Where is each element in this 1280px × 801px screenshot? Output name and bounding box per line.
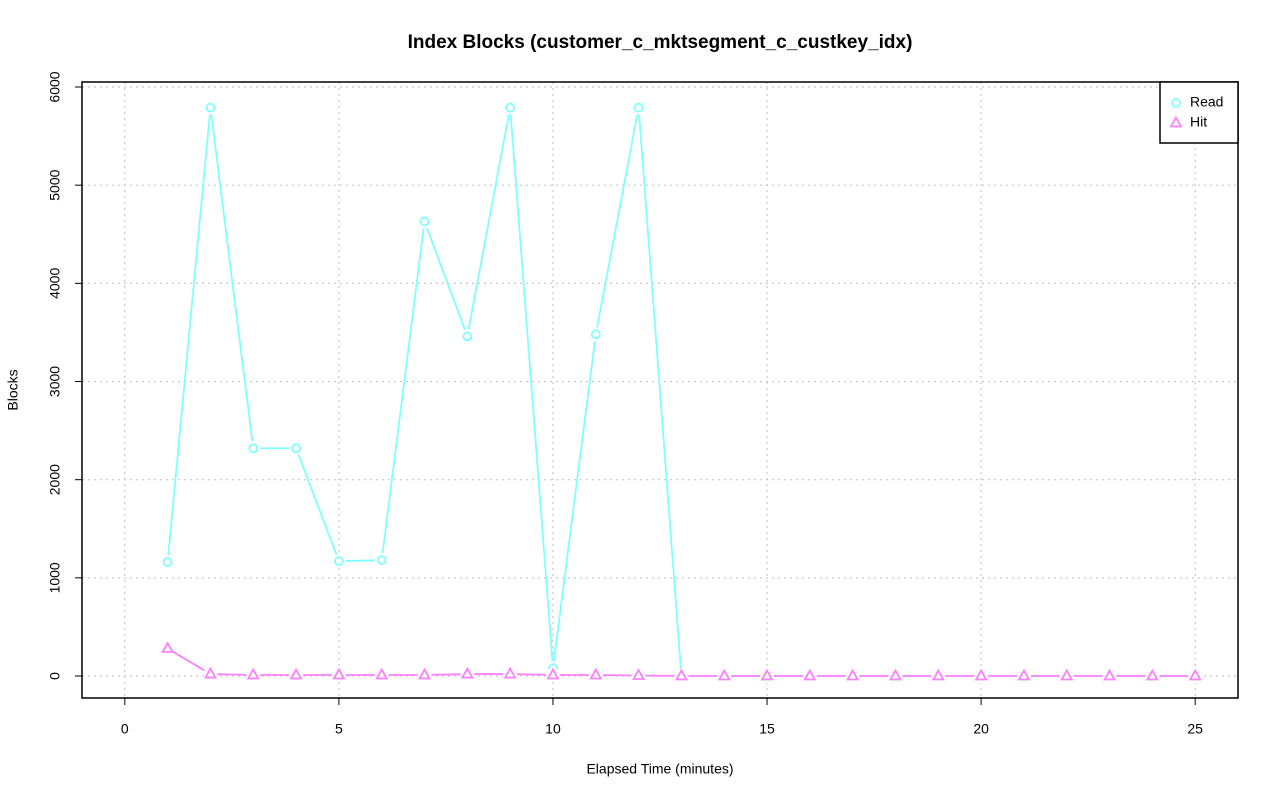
data-point bbox=[161, 641, 175, 653]
data-point bbox=[1103, 668, 1117, 681]
data-point bbox=[289, 667, 303, 680]
series-line bbox=[166, 107, 1196, 677]
data-point bbox=[717, 668, 731, 681]
marker-gap bbox=[503, 100, 518, 115]
marker-gap bbox=[203, 100, 218, 115]
y-axis-label: Blocks bbox=[5, 369, 21, 410]
data-point bbox=[162, 557, 173, 568]
y-tick-label: 3000 bbox=[47, 366, 63, 397]
x-tick-label: 10 bbox=[545, 721, 561, 737]
marker-gap bbox=[631, 100, 646, 115]
x-tick-label: 25 bbox=[1187, 721, 1203, 737]
data-point bbox=[205, 102, 216, 113]
marker-gap bbox=[331, 554, 346, 569]
x-tick-label: 0 bbox=[121, 721, 129, 737]
x-tick-label: 20 bbox=[973, 721, 989, 737]
data-point bbox=[333, 556, 344, 567]
data-point bbox=[546, 667, 560, 680]
data-point bbox=[674, 668, 688, 681]
y-tick-label: 4000 bbox=[47, 268, 63, 299]
data-point bbox=[1060, 668, 1074, 681]
y-tick-label: 6000 bbox=[47, 71, 63, 102]
data-point bbox=[760, 668, 774, 681]
y-tick-label: 5000 bbox=[47, 169, 63, 200]
legend-marker bbox=[1171, 98, 1181, 108]
marker-gap bbox=[417, 214, 432, 229]
data-point bbox=[974, 668, 988, 681]
data-point bbox=[1188, 668, 1202, 681]
marker-gap bbox=[160, 555, 175, 570]
data-point bbox=[419, 216, 430, 227]
data-point bbox=[246, 667, 260, 680]
data-point bbox=[846, 668, 860, 681]
data-point bbox=[589, 667, 603, 680]
marker-gap bbox=[246, 441, 261, 456]
data-point bbox=[803, 668, 817, 681]
y-tick-label: 1000 bbox=[47, 562, 63, 593]
data-point bbox=[248, 443, 259, 454]
chart-title: Index Blocks (customer_c_mktsegment_c_cu… bbox=[408, 32, 913, 53]
data-point bbox=[505, 102, 516, 113]
data-point bbox=[633, 102, 644, 113]
legend-marker bbox=[1169, 115, 1183, 128]
y-tick-label: 0 bbox=[47, 672, 63, 680]
data-point bbox=[460, 666, 474, 679]
data-point bbox=[590, 329, 601, 340]
x-axis-label: Elapsed Time (minutes) bbox=[586, 761, 733, 777]
data-point bbox=[203, 666, 217, 679]
legend-box bbox=[1159, 81, 1239, 144]
y-tick-label: 2000 bbox=[47, 464, 63, 495]
marker-gap bbox=[289, 441, 304, 456]
marker-gap bbox=[460, 329, 475, 344]
data-point bbox=[888, 668, 903, 681]
data-point bbox=[417, 667, 432, 680]
marker-gap bbox=[374, 553, 389, 568]
data-point bbox=[462, 331, 473, 342]
legend-label: Read bbox=[1190, 94, 1223, 110]
x-tick-label: 15 bbox=[759, 721, 775, 737]
data-point bbox=[376, 555, 387, 566]
data-point bbox=[1017, 668, 1031, 681]
x-tick-label: 5 bbox=[335, 721, 343, 737]
data-point bbox=[931, 668, 945, 681]
data-point bbox=[375, 667, 389, 680]
legend-label: Hit bbox=[1190, 114, 1207, 130]
plot-frame bbox=[81, 81, 1239, 699]
data-point bbox=[332, 667, 346, 680]
data-point bbox=[291, 443, 301, 454]
data-point bbox=[1145, 668, 1159, 681]
marker-gap bbox=[588, 327, 603, 342]
data-point bbox=[503, 666, 517, 679]
data-point bbox=[632, 668, 646, 680]
